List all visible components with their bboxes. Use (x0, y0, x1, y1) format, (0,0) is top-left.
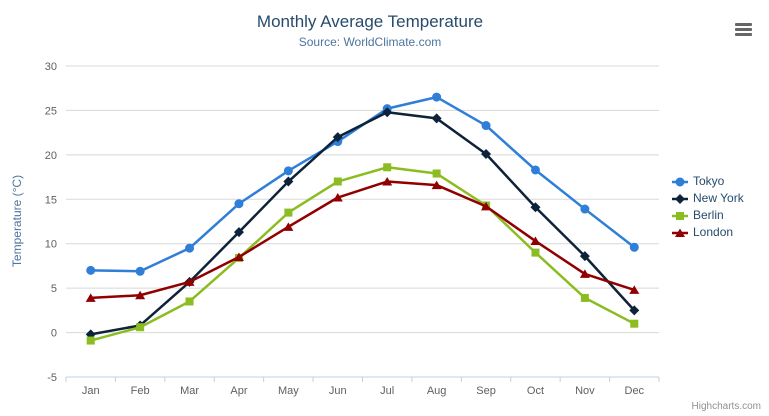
x-axis-tick-label: Feb (131, 385, 150, 397)
legend-item-label: Tokyo (693, 174, 725, 188)
series-line-tokyo[interactable] (89, 95, 636, 273)
data-point-tokyo[interactable] (185, 243, 195, 253)
data-point-tokyo[interactable] (481, 121, 491, 131)
hamburger-icon (735, 23, 752, 26)
data-point-berlin[interactable] (86, 336, 95, 345)
y-axis-tick-label: 30 (45, 61, 57, 73)
data-point-london[interactable] (382, 177, 393, 186)
x-axis-tick-label: May (278, 385, 299, 397)
y-axis-tick-label: 20 (45, 150, 57, 162)
data-point-london[interactable] (283, 222, 294, 231)
chart-subtitle: Source: WorldClimate.com (298, 35, 442, 49)
data-point-london[interactable] (431, 180, 442, 190)
x-axis-tick-label: Apr (230, 385, 247, 397)
data-point-berlin[interactable] (333, 177, 342, 186)
data-point-tokyo[interactable] (234, 199, 244, 209)
x-axis-tick-label: Jul (380, 385, 394, 397)
data-point-berlin[interactable] (136, 323, 145, 332)
y-axis-tick-label: 25 (45, 105, 57, 117)
data-point-london[interactable] (184, 277, 195, 286)
data-point-new-york[interactable] (431, 113, 442, 124)
data-point-new-york[interactable] (332, 132, 343, 143)
legend-item-london[interactable]: London (672, 226, 744, 239)
legend-item-label: Berlin (693, 208, 724, 222)
data-point-new-york[interactable] (481, 148, 492, 159)
circle-marker-icon (672, 177, 688, 186)
data-point-new-york[interactable] (629, 305, 640, 316)
data-point-tokyo[interactable] (629, 242, 639, 252)
y-axis-tick-label: 10 (45, 239, 57, 251)
data-point-berlin[interactable] (580, 293, 589, 302)
data-point-new-york[interactable] (530, 202, 541, 213)
hamburger-icon (735, 28, 752, 31)
hamburger-icon (735, 33, 752, 36)
y-axis-tick-label: 0 (51, 328, 57, 340)
data-point-tokyo[interactable] (283, 166, 293, 176)
triangle-marker-icon (672, 228, 688, 237)
data-point-tokyo[interactable] (530, 165, 540, 175)
x-axis-tick-label: Sep (476, 385, 496, 397)
data-point-berlin[interactable] (284, 208, 293, 217)
data-point-berlin[interactable] (630, 319, 639, 328)
data-point-london[interactable] (85, 293, 96, 302)
legend-item-label: London (693, 225, 734, 239)
export-menu-button[interactable] (733, 21, 754, 38)
legend-item-berlin[interactable]: Berlin (672, 209, 744, 222)
series-line-berlin[interactable] (89, 166, 636, 342)
x-axis-tick-label: Aug (427, 385, 447, 397)
data-point-london[interactable] (233, 252, 244, 262)
chart-title: Monthly Average Temperature (256, 12, 484, 31)
data-point-tokyo[interactable] (135, 266, 145, 276)
data-point-london[interactable] (481, 201, 492, 211)
x-axis-tick-label: Nov (575, 385, 595, 397)
data-point-new-york[interactable] (579, 251, 590, 262)
data-point-berlin[interactable] (531, 248, 540, 257)
x-axis-tick-label: Jun (329, 385, 347, 397)
data-point-london[interactable] (530, 236, 541, 246)
data-point-new-york[interactable] (233, 227, 244, 238)
x-axis-tick-label: Oct (527, 385, 544, 397)
square-marker-icon (672, 211, 688, 220)
series-line-new-york[interactable] (89, 110, 636, 336)
data-point-new-york[interactable] (283, 176, 294, 187)
legend-item-label: New York (693, 191, 744, 205)
data-point-london[interactable] (332, 193, 343, 202)
x-axis-tick-label: Dec (625, 385, 645, 397)
data-point-london[interactable] (629, 285, 640, 294)
legend-item-tokyo[interactable]: Tokyo (672, 175, 744, 188)
data-point-london[interactable] (579, 269, 590, 278)
data-point-berlin[interactable] (383, 163, 392, 172)
data-point-berlin[interactable] (432, 169, 441, 178)
y-axis-tick-label: 5 (51, 283, 57, 295)
y-axis-tick-label: 15 (45, 194, 57, 206)
data-point-tokyo[interactable] (86, 265, 96, 275)
data-point-new-york[interactable] (382, 107, 393, 118)
y-axis-tick-label: -5 (47, 372, 57, 384)
series-line-london[interactable] (89, 180, 636, 300)
x-axis-tick-label: Mar (180, 385, 199, 397)
credits-link[interactable]: Highcharts.com (691, 401, 761, 412)
data-point-berlin[interactable] (185, 297, 194, 306)
data-point-tokyo[interactable] (432, 92, 442, 102)
legend: Tokyo New York Berlin London (672, 175, 744, 239)
data-point-london[interactable] (135, 290, 146, 300)
diamond-marker-icon (672, 193, 688, 204)
x-axis-tick-label: Jan (82, 385, 100, 397)
legend-item-new-york[interactable]: New York (672, 192, 744, 205)
data-point-tokyo[interactable] (580, 204, 590, 214)
